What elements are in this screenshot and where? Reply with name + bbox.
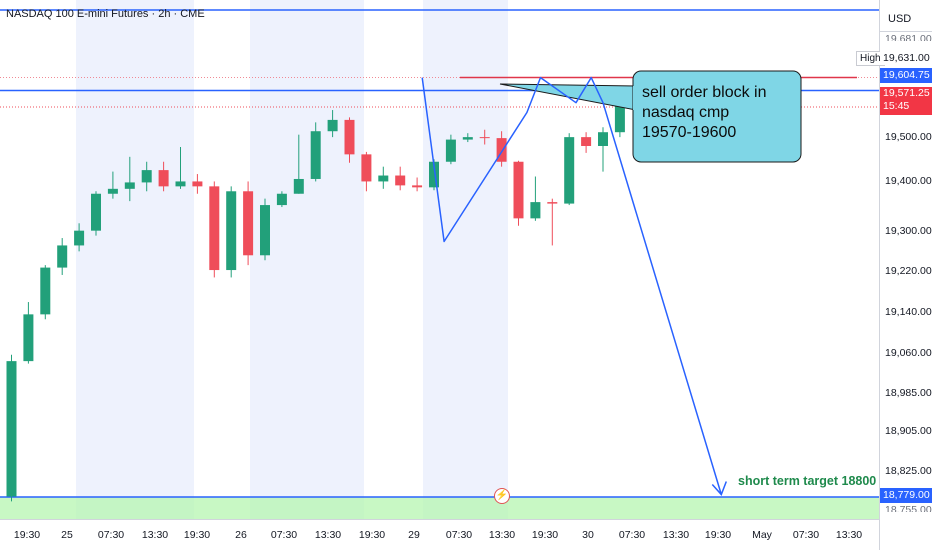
candle-body-34 xyxy=(581,137,592,146)
candle-body-15 xyxy=(260,205,270,256)
candle-body-22 xyxy=(378,175,389,182)
candle-body-16 xyxy=(276,193,287,206)
candle-body-28 xyxy=(479,137,490,139)
candle-body-30 xyxy=(513,161,524,219)
time-tick-label: 13:30 xyxy=(141,529,169,541)
candle-body-23 xyxy=(395,175,406,186)
bar-countdown: 15:45 xyxy=(883,100,910,112)
time-tick-label: 13:30 xyxy=(835,529,863,541)
candle-body-18 xyxy=(310,131,321,179)
candle-body-6 xyxy=(107,188,118,194)
candle-body-24 xyxy=(412,185,423,188)
time-tick-label: 07:30 xyxy=(792,529,820,541)
candle-body-5 xyxy=(91,193,101,231)
candle-body-14 xyxy=(243,191,254,256)
chart-title: NASDAQ 100 E-mini Futures · 2h · CME xyxy=(6,8,205,20)
candle-body-25 xyxy=(429,161,439,188)
price-tick-label: 19,140.00 xyxy=(885,306,932,318)
candle-body-12 xyxy=(209,186,220,271)
axis-header-divider xyxy=(879,31,932,32)
candle-body-21 xyxy=(361,154,372,182)
lightning-icon[interactable]: ⚡ xyxy=(494,488,510,504)
candle-body-9 xyxy=(158,170,169,187)
time-tick-label: 07:30 xyxy=(445,529,473,541)
candle-body-2 xyxy=(40,267,51,315)
time-tick-label: 26 xyxy=(235,529,247,541)
time-tick-label: 25 xyxy=(61,529,73,541)
session-band-0 xyxy=(76,0,194,520)
price-tick-label: 19,500.00 xyxy=(885,131,932,143)
callout-line-3: 19570-19600 xyxy=(642,124,737,141)
time-tick-label: 19:30 xyxy=(13,529,41,541)
time-tick-label: 19:30 xyxy=(704,529,732,541)
target-zone xyxy=(0,497,879,520)
time-tick-label: 13:30 xyxy=(314,529,342,541)
callout-line-2: nasdaq cmp xyxy=(642,104,730,121)
candle-body-0 xyxy=(6,361,17,497)
callout-line-1: sell order block in xyxy=(642,84,767,101)
currency-label[interactable]: USD xyxy=(888,13,912,25)
candle-body-11 xyxy=(192,181,203,187)
time-tick-label: 29 xyxy=(408,529,420,541)
time-tick-label: 19:30 xyxy=(183,529,211,541)
time-tick-label: 19:30 xyxy=(531,529,559,541)
partial-price-tick-label: 19,681.00 xyxy=(885,33,932,41)
candle-body-35 xyxy=(598,132,608,146)
candle-body-3 xyxy=(57,245,68,268)
time-tick-label: 07:30 xyxy=(270,529,298,541)
candle-body-4 xyxy=(74,230,85,246)
price-tick-label: 19,220.00 xyxy=(885,265,932,277)
session-band-2 xyxy=(423,0,508,520)
candle-body-33 xyxy=(564,137,575,204)
candle-body-13 xyxy=(226,191,237,271)
candle-body-29 xyxy=(496,138,507,162)
price-tick-label: 19,400.00 xyxy=(885,175,932,187)
candle-body-17 xyxy=(293,178,304,194)
time-tick-label: 07:30 xyxy=(618,529,646,541)
candle-body-1 xyxy=(23,314,34,362)
callout-text: sell order block in nasdaq cmp 19570-196… xyxy=(642,83,767,143)
high-price-badge: 19,631.00 xyxy=(880,51,932,65)
candle-body-32 xyxy=(547,202,558,204)
zigzag-projection xyxy=(421,76,723,495)
price-tick-label: 19,300.00 xyxy=(885,225,932,237)
candle-body-10 xyxy=(175,181,186,187)
last-price-badge: 19,571.25 15:45 xyxy=(880,87,932,115)
price-tick-label: 18,825.00 xyxy=(885,465,932,477)
candle-body-7 xyxy=(124,182,135,189)
time-tick-label: 30 xyxy=(582,529,594,541)
session-band-1 xyxy=(250,0,364,520)
last-price-value: 19,571.25 xyxy=(883,87,930,99)
candle-body-26 xyxy=(445,139,456,162)
time-tick-label: 07:30 xyxy=(97,529,125,541)
zigzag-arrowhead xyxy=(711,481,727,496)
candle-body-20 xyxy=(344,119,355,155)
candle-body-31 xyxy=(530,202,541,219)
time-tick-label: 19:30 xyxy=(358,529,386,541)
candle-body-27 xyxy=(462,137,473,140)
candle-body-8 xyxy=(141,170,152,183)
price-tick-label: 18,905.00 xyxy=(885,425,932,437)
target-label: short term target 18800 xyxy=(738,474,877,488)
price-tick-label: 19,060.00 xyxy=(885,347,932,359)
candle-body-19 xyxy=(327,119,338,132)
partial-price-tick-label: 18,755.00 xyxy=(885,504,932,512)
time-tick-label: May xyxy=(752,529,772,541)
level-price-badge: 19,604.75 xyxy=(880,68,932,83)
target-price-badge: 18,779.00 xyxy=(880,488,932,503)
time-tick-label: 13:30 xyxy=(488,529,516,541)
candle-body-36 xyxy=(614,92,625,133)
price-tick-label: 18,985.00 xyxy=(885,387,932,399)
time-tick-label: 13:30 xyxy=(662,529,690,541)
callout-box xyxy=(632,70,802,163)
